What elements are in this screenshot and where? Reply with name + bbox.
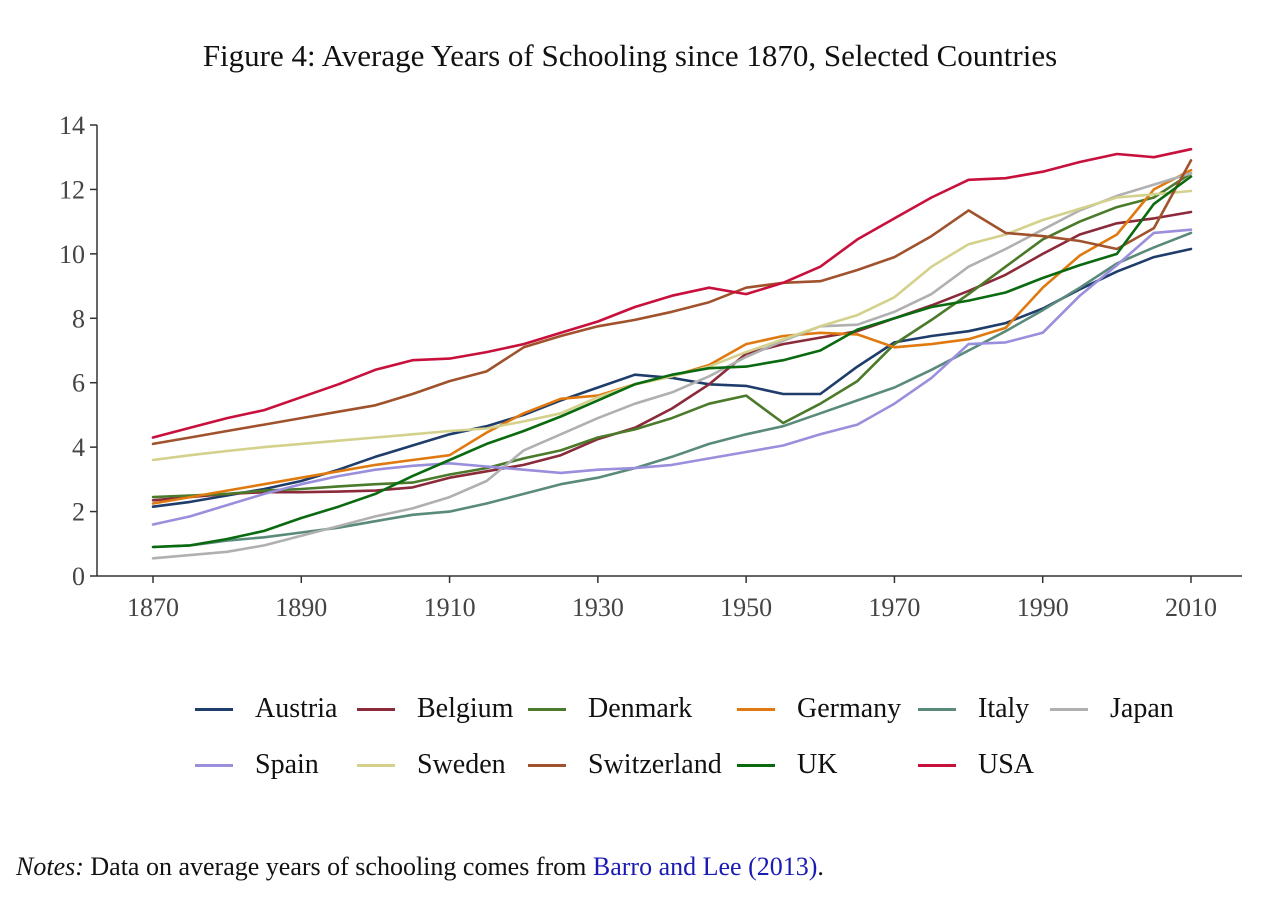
y-tick-label: 0 <box>72 562 85 591</box>
legend-item-japan: Japan <box>1050 692 1174 726</box>
legend-label: Switzerland <box>588 749 722 780</box>
y-tick-label: 2 <box>72 498 85 527</box>
legend-label: Spain <box>255 749 319 780</box>
legend-item-germany: Germany <box>737 692 901 726</box>
legend-label: Germany <box>797 693 902 724</box>
series-line-belgium <box>151 210 1193 502</box>
legend-swatch <box>195 707 233 711</box>
y-tick-label: 12 <box>59 175 85 204</box>
legend-swatch <box>737 707 775 711</box>
legend-swatch <box>1050 707 1088 711</box>
legend-label: Belgium <box>417 693 514 724</box>
notes-text: Data on average years of schooling comes… <box>83 852 593 881</box>
legend-label: Denmark <box>588 693 693 724</box>
legend-label: Austria <box>255 693 338 724</box>
x-tick-label: 1950 <box>720 593 772 622</box>
x-tick-label: 1890 <box>275 593 327 622</box>
notes-prefix: Notes: <box>16 852 84 881</box>
series-line-spain <box>151 228 1193 526</box>
x-tick-label: 2010 <box>1165 593 1217 622</box>
x-tick-label: 1990 <box>1017 593 1069 622</box>
notes-suffix: . <box>817 852 824 881</box>
x-tick-label: 1910 <box>424 593 476 622</box>
legend-swatch <box>528 763 566 767</box>
x-tick-label: 1930 <box>572 593 624 622</box>
legend-swatch <box>357 707 395 711</box>
legend-label: Sweden <box>417 749 506 780</box>
series-line-switzerland <box>151 159 1193 446</box>
legend-item-usa: USA <box>918 748 1034 782</box>
legend-item-uk: UK <box>737 748 837 782</box>
legend-item-spain: Spain <box>195 748 319 782</box>
legend-item-sweden: Sweden <box>357 748 506 782</box>
series-line-denmark <box>151 172 1193 499</box>
legend-label: Japan <box>1110 693 1174 724</box>
legend-item-austria: Austria <box>195 692 337 726</box>
legend-swatch <box>918 707 956 711</box>
legend-label: UK <box>797 749 838 780</box>
series-line-usa <box>151 147 1193 439</box>
series-line-austria <box>151 247 1193 509</box>
series-line-uk <box>151 175 1193 549</box>
legend-item-italy: Italy <box>918 692 1029 726</box>
y-tick-label: 14 <box>59 111 85 140</box>
axes: 0 2 4 6 8 10 12 14 1870 1890 1910 1930 1950 1970 1990 2… <box>59 111 1242 622</box>
legend-item-denmark: Denmark <box>528 692 692 726</box>
legend-swatch <box>737 763 775 767</box>
legend-swatch <box>918 763 956 767</box>
notes: Notes: Data on average years of schoolin… <box>16 852 824 882</box>
legend-swatch <box>528 707 566 711</box>
y-tick-label: 4 <box>72 433 85 462</box>
y-tick-label: 8 <box>72 304 85 333</box>
legend-swatch <box>195 763 233 767</box>
legend-label: USA <box>978 749 1035 780</box>
y-tick-label: 6 <box>72 369 85 398</box>
legend-label: Italy <box>978 693 1030 724</box>
citation-link[interactable]: Barro and Lee (2013) <box>592 852 818 881</box>
chart-title: Figure 4: Average Years of Schooling sin… <box>202 38 1058 73</box>
series-lines <box>151 147 1193 560</box>
legend-item-belgium: Belgium <box>357 692 513 726</box>
legend-item-switzerland: Switzerland <box>528 748 722 782</box>
series-line-japan <box>151 172 1193 560</box>
series-line-sweden <box>151 189 1193 462</box>
x-tick-label: 1970 <box>868 593 920 622</box>
legend-swatch <box>357 763 395 767</box>
series-line-germany <box>151 168 1193 505</box>
x-tick-label: 1870 <box>127 593 179 622</box>
y-tick-label: 10 <box>59 240 85 269</box>
